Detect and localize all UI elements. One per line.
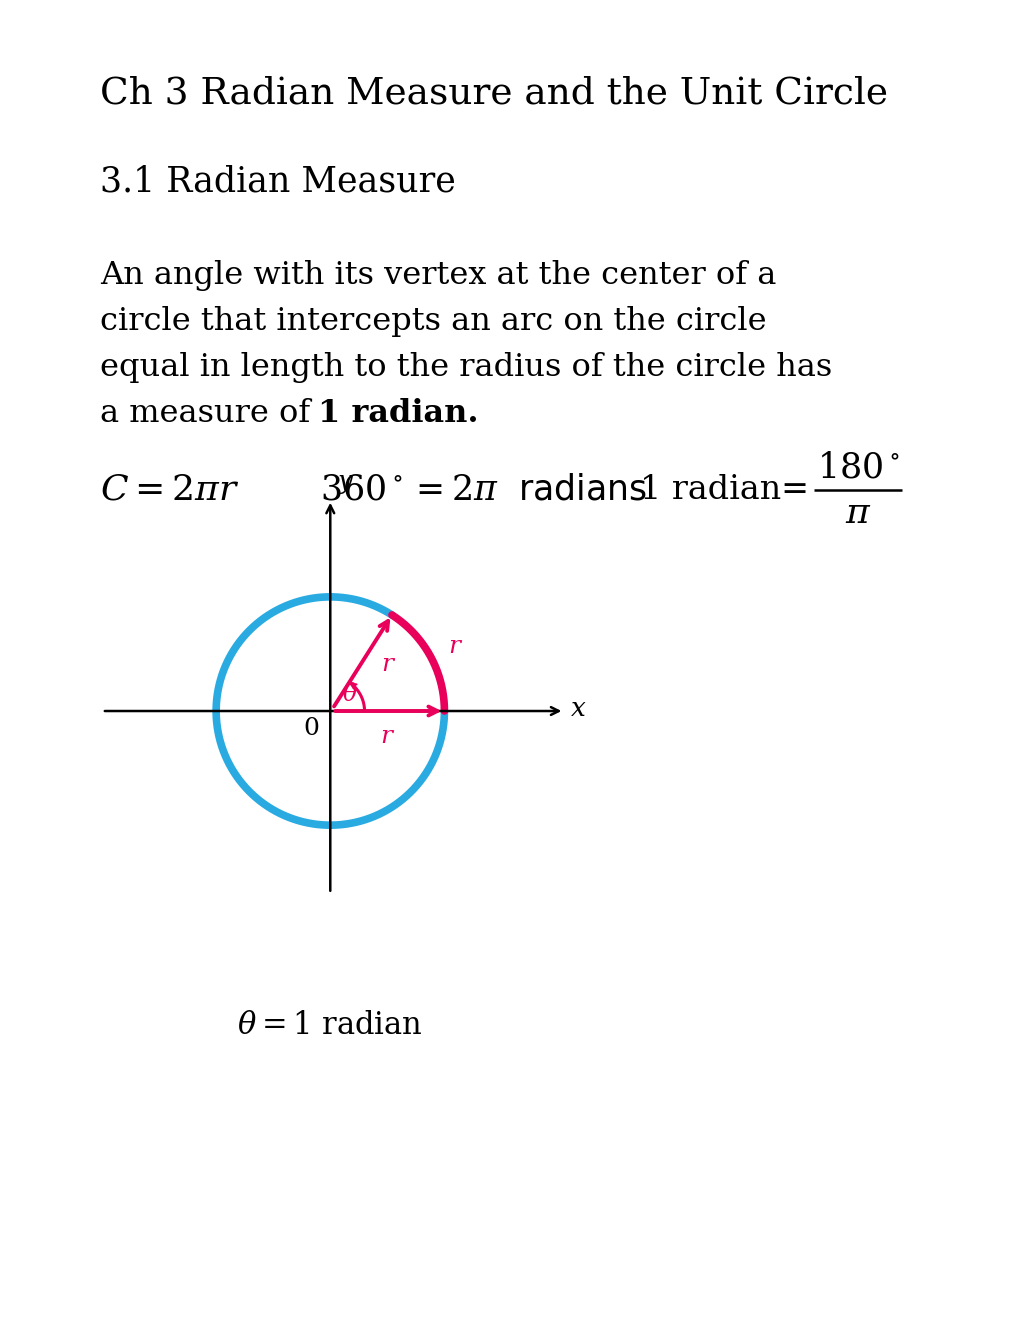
Text: $r$: $r$ (380, 652, 395, 676)
Text: $y$: $y$ (337, 470, 355, 496)
Text: $x$: $x$ (570, 696, 586, 722)
Text: 0: 0 (303, 717, 319, 739)
Text: $\theta = 1$ radian: $\theta = 1$ radian (237, 1010, 423, 1041)
Text: $\theta$: $\theta$ (341, 682, 358, 706)
Text: circle that intercepts an arc on the circle: circle that intercepts an arc on the cir… (100, 306, 766, 337)
Text: $180^\circ$: $180^\circ$ (816, 450, 899, 484)
Text: $\pi$: $\pi$ (844, 496, 870, 531)
Text: 1 radian.: 1 radian. (318, 399, 478, 429)
Text: 3.1 Radian Measure: 3.1 Radian Measure (100, 165, 455, 199)
Text: $360^\circ = 2\pi$  radians: $360^\circ = 2\pi$ radians (320, 473, 646, 507)
Text: a measure of: a measure of (100, 399, 320, 429)
Text: An angle with its vertex at the center of a: An angle with its vertex at the center o… (100, 260, 775, 290)
Text: 1 radian=: 1 radian= (639, 474, 808, 506)
Text: $r$: $r$ (379, 723, 394, 747)
Text: $r$: $r$ (448, 635, 464, 659)
Text: Ch 3 Radian Measure and the Unit Circle: Ch 3 Radian Measure and the Unit Circle (100, 75, 888, 111)
Text: $C = 2\pi r$: $C = 2\pi r$ (100, 473, 239, 507)
Text: equal in length to the radius of the circle has: equal in length to the radius of the cir… (100, 352, 832, 383)
